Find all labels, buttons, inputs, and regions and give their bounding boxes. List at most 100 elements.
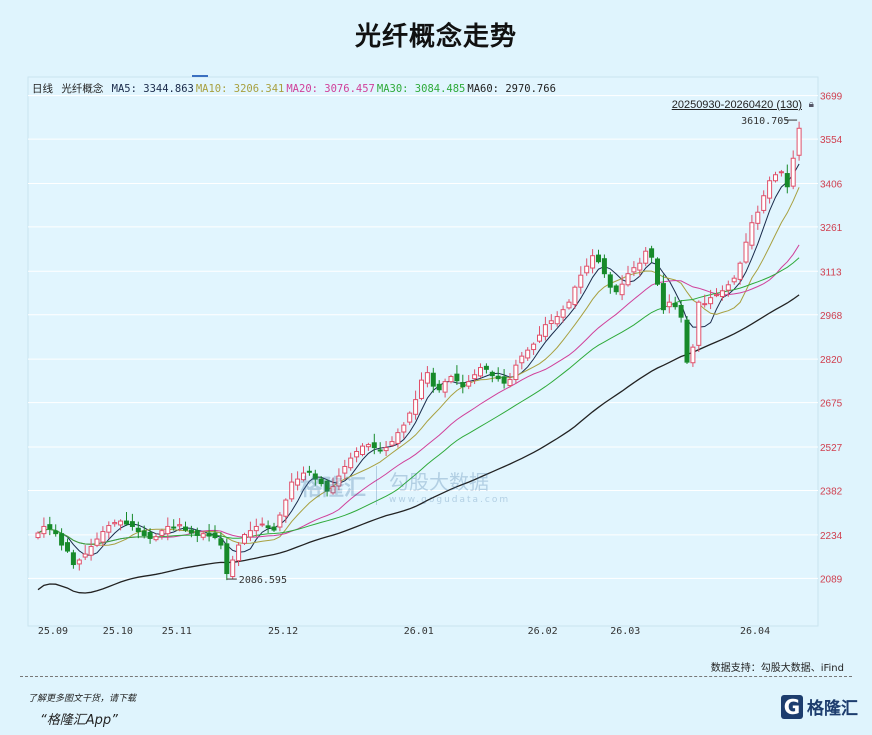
x-tick-label: 25.09 [38,626,68,637]
y-tick-label: 2234 [820,531,843,542]
candle-body [218,538,224,546]
candle [631,261,637,277]
candle-body [342,465,348,474]
candle [519,351,525,370]
candle-body [725,284,731,291]
candle [76,558,82,571]
legend-ma-item: MA10: 3206.341 [195,83,285,95]
candle-body [678,304,684,318]
candle-body [489,371,495,377]
y-tick-label: 2089 [820,574,843,585]
y-tick-label: 2382 [820,486,843,497]
candle [365,442,371,451]
candle [448,374,454,384]
candle [607,271,613,294]
candle-body [495,375,501,380]
candle-body [590,255,596,269]
candle-body [572,286,578,306]
candle [755,205,761,230]
promo-line1: 了解更多图文干货，请下载 [28,694,137,704]
candle-body [773,174,778,182]
candle-body [389,441,395,446]
candle-body [413,399,419,415]
candle-body [47,524,53,530]
candle [253,518,259,538]
candle [613,284,619,295]
candle [731,275,737,285]
candle [513,359,519,384]
candle [306,465,312,476]
candle [171,519,177,531]
candle [767,176,773,204]
candle [702,294,708,308]
candle [495,367,501,382]
candle [643,247,649,267]
candle [531,342,537,355]
candle [336,468,342,491]
candle [383,441,389,456]
promo-line2: “格隆汇App” [40,713,118,728]
candle-body [377,449,383,452]
candle-body [82,553,88,558]
candle-body [466,381,472,387]
candle-body [442,381,448,393]
candle-body [761,195,767,211]
candle-body [165,525,171,535]
candle [153,533,159,542]
candle-body [183,526,188,531]
candle-body [424,372,430,384]
candle-body [767,180,773,199]
candle [737,261,743,285]
candle [165,517,171,541]
candle-body [749,222,755,246]
x-tick-label: 26.02 [528,626,558,637]
candle [224,538,230,581]
candle [478,363,483,378]
candle-body [194,530,200,536]
candle [242,532,247,546]
legend-ma-item: MA5: 3344.863 [111,83,194,95]
candle-body [578,274,584,288]
candle [295,471,301,491]
candle [560,305,566,323]
candle [70,549,76,569]
candle-body [306,470,312,473]
candle-body [283,499,289,517]
candle-body [649,248,655,258]
candle-body [124,520,129,525]
candle [354,447,360,463]
candle [324,479,330,497]
candle [129,513,135,531]
candle [537,326,542,343]
candle [743,233,749,264]
candle [590,249,596,274]
candle-body [448,376,454,383]
candle [88,538,94,561]
candle [424,366,430,388]
lock-icon[interactable]: 🔒︎ [808,99,814,110]
candle [124,512,129,526]
candle-body [507,379,513,387]
candle-body [519,355,525,364]
period-label: 日线 [32,83,53,95]
candle [566,299,572,310]
candle [65,538,70,553]
candle [188,525,194,538]
candle-body [383,447,389,452]
candle [655,257,660,286]
x-tick-label: 25.10 [103,626,133,637]
y-tick-label: 2968 [820,311,843,322]
ma5-line [37,163,800,556]
range-label[interactable]: 20250930-20260420 (130) [671,99,802,111]
candle-body [236,544,242,562]
candle [106,521,112,539]
candle-body [88,546,94,556]
candle [318,476,324,487]
candle [277,512,283,532]
candle [41,517,47,538]
candle [483,363,489,374]
candle [796,121,802,161]
candle-body [554,316,560,325]
candle-body [460,382,466,388]
candle-body [690,346,696,364]
